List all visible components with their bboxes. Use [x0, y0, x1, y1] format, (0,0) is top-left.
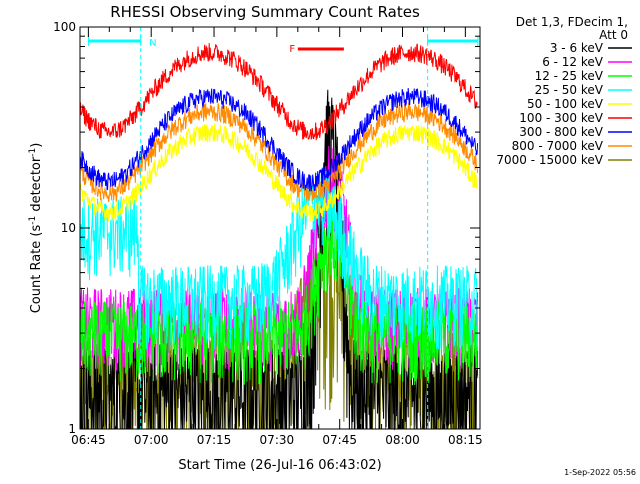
- x-tick-label: 07:30: [260, 433, 295, 447]
- y-axis-label: Count Rate (s-1 detector-1): [28, 143, 44, 314]
- series-line: [79, 102, 479, 203]
- legend-header-line-2: Att 0: [599, 28, 628, 42]
- x-axis-label: Start Time (26-Jul-16 06:43:02): [178, 458, 381, 473]
- y-tick-label: 100: [53, 20, 76, 34]
- legend-header-line-1: Det 1,3, FDecim 1,: [516, 15, 628, 29]
- series-line: [79, 167, 479, 350]
- x-axis: 06:45 07:00 07:15 07:30 07:45 08:00 08:15: [71, 27, 483, 447]
- legend-entry-label: 800 - 7000 keV: [512, 139, 604, 153]
- y-axis-label-mid: detector: [29, 156, 44, 216]
- x-tick-label: 08:00: [385, 433, 420, 447]
- y-axis: 1 10 100: [53, 20, 480, 436]
- legend-entry-label: 25 - 50 keV: [535, 83, 604, 97]
- legend-entry-label: 50 - 100 keV: [527, 97, 604, 111]
- y-tick-label: 1: [68, 422, 76, 436]
- x-tick-label: 06:45: [71, 433, 106, 447]
- x-tick-label: 08:15: [448, 433, 483, 447]
- series-line: [79, 123, 478, 223]
- x-tick-label: 07:15: [197, 433, 232, 447]
- series-layer: [79, 43, 479, 431]
- chart-title: RHESSI Observing Summary Count Rates: [110, 3, 420, 21]
- timestamp: 1-Sep-2022 05:56: [564, 468, 636, 477]
- legend-entry-label: 6 - 12 keV: [542, 55, 604, 69]
- series-line: [79, 43, 478, 141]
- y-axis-label-exponent-2: -1: [28, 148, 38, 157]
- overlay-layer: NF: [87, 27, 479, 429]
- y-axis-label-end: ): [29, 143, 44, 148]
- y-axis-label-main: Count Rate (s: [29, 225, 44, 314]
- flare-flag-label: F: [289, 44, 295, 55]
- legend-entry-label: 100 - 300 keV: [519, 111, 603, 125]
- legend-entry-label: 12 - 25 keV: [535, 69, 604, 83]
- night-flag-label: N: [149, 38, 156, 49]
- y-tick-label: 10: [61, 221, 76, 235]
- legend-entry-label: 3 - 6 keV: [550, 41, 604, 55]
- x-tick-label: 07:45: [322, 433, 357, 447]
- legend-entry-label: 7000 - 15000 keV: [496, 153, 603, 167]
- legend-entry-label: 300 - 800 keV: [519, 125, 603, 139]
- y-axis-label-exponent-1: -1: [28, 216, 38, 225]
- x-tick-label: 07:00: [134, 433, 169, 447]
- series-line: [79, 87, 479, 192]
